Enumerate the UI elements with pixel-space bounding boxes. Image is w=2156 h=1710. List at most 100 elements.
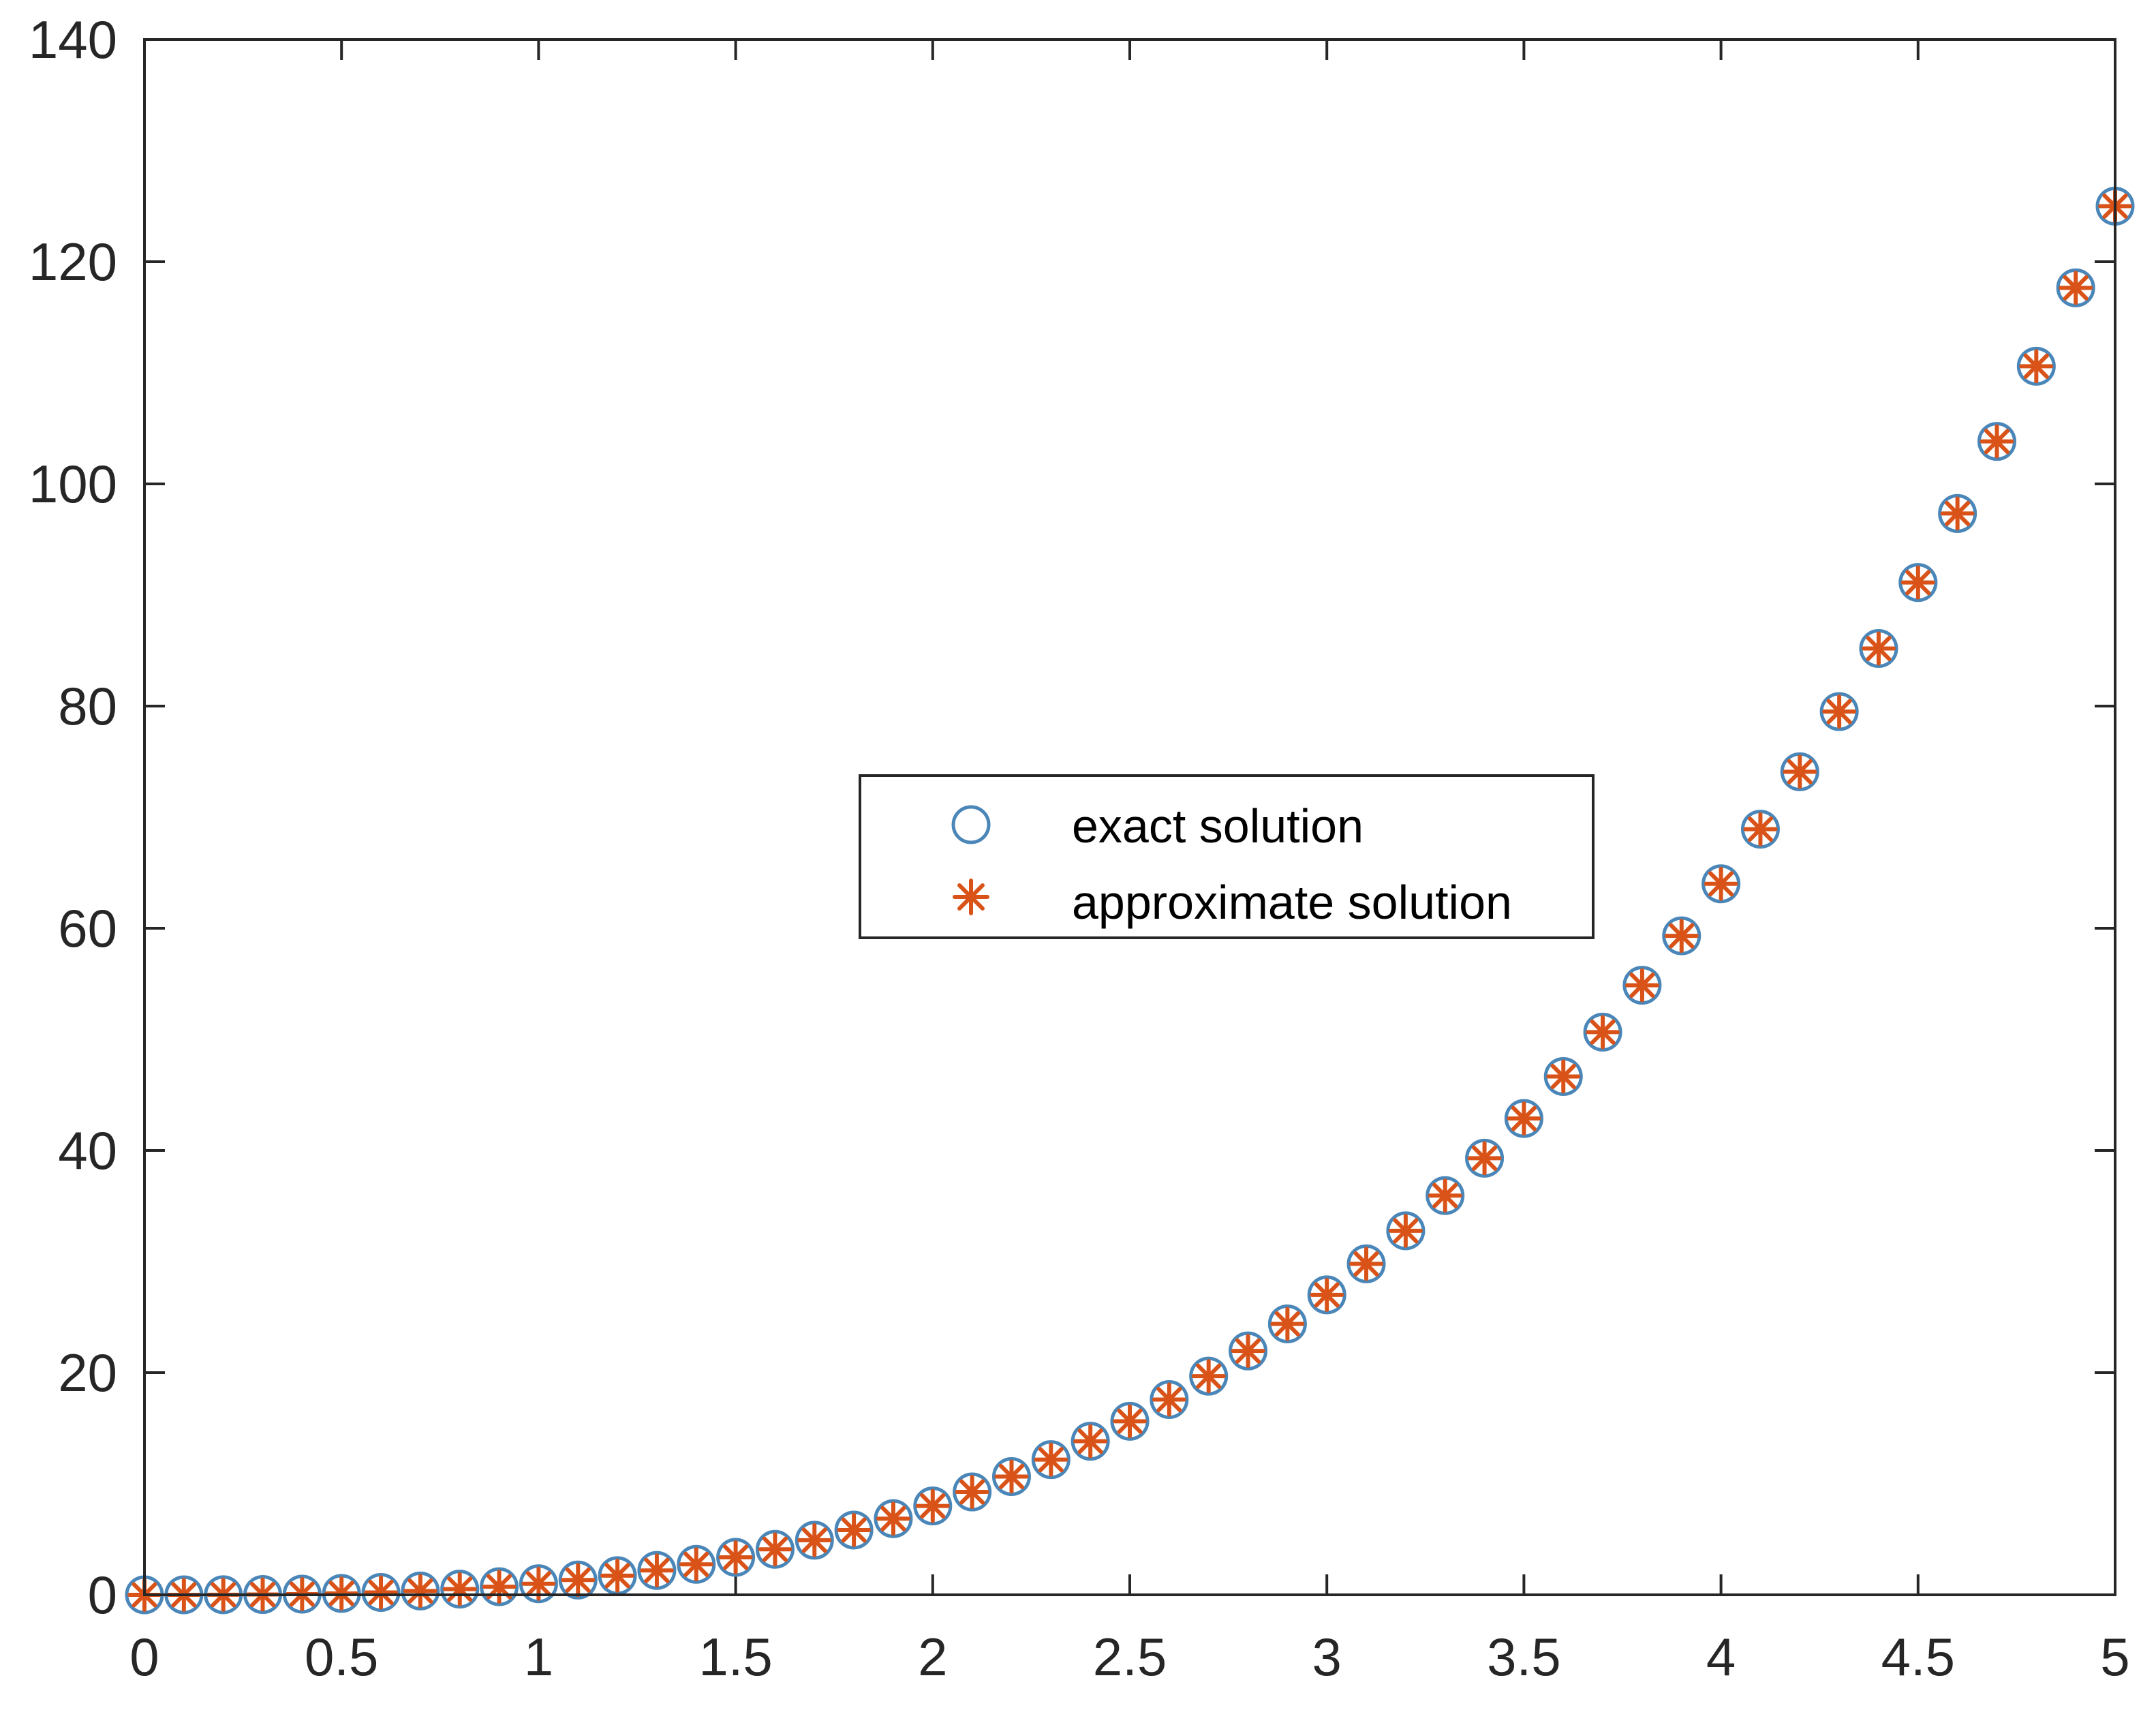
approximate-solution-point [955,1475,989,1510]
approximate-solution-point [1310,1277,1344,1312]
approximate-solution-point [324,1576,359,1610]
exact-solution-point [1740,810,1780,849]
x-tick-label: 1.5 [698,1627,772,1687]
x-tick-label: 2.5 [1093,1627,1167,1687]
exact-solution-point [2056,268,2095,307]
x-tick-label: 4 [1706,1627,1736,1687]
exact-solution-point [1622,966,1662,1005]
exact-solution-point [1898,563,1938,602]
approximate-solution-point [482,1570,517,1604]
exact-solution-point [1583,1012,1622,1052]
y-tick-label: 140 [29,10,117,70]
approximate-solution-point [442,1572,477,1606]
approximate-solution-point [1467,1141,1502,1176]
series-exact-solution [125,187,2135,1615]
x-tick-label: 0 [129,1627,159,1687]
legend: exact solution approximate solution [859,774,1595,939]
exact-solution-point [1465,1138,1505,1178]
exact-solution-point [991,1456,1031,1496]
exact-solution-point [874,1499,913,1538]
exact-solution-point [1701,864,1741,904]
x-tick-label: 4.5 [1881,1627,1955,1687]
approximate-solution-point [1034,1442,1068,1477]
legend-asterisk-glyph [953,879,989,915]
x-tick-label: 5 [2100,1627,2129,1687]
approximate-solution-point [1113,1404,1147,1439]
exact-solution-point [1662,916,1701,956]
exact-solution-point [1426,1176,1465,1215]
y-tick-label: 0 [88,1565,117,1625]
approximate-solution-point [2019,349,2054,384]
exact-solution-point [1267,1304,1307,1343]
exact-solution-point [1071,1422,1110,1461]
x-tick-label: 0.5 [305,1627,378,1687]
approximate-solution-point [758,1532,792,1567]
approximate-solution-point [1546,1059,1581,1094]
approximate-solution-point [1270,1307,1305,1341]
x-axis-tick-labels: 0 0.5 1 1.5 2 2.5 3 3.5 4 4.5 5 [129,1627,2129,1687]
y-tick-label: 100 [29,454,117,514]
approximate-solution-point [797,1523,832,1557]
legend-label-approximate: approximate solution [1072,876,1512,929]
y-tick-label: 20 [58,1343,117,1403]
approximate-solution-point [1822,694,1857,729]
exact-solution-point [1386,1211,1426,1251]
exact-solution-point [322,1574,361,1613]
approximate-solution-point [1507,1101,1541,1136]
approximate-solution-point [561,1563,596,1598]
exact-solution-point [480,1567,519,1606]
approximate-solution-point [718,1540,753,1574]
exact-solution-point [1110,1401,1150,1441]
y-tick-label: 60 [58,898,117,958]
approximate-solution-point [679,1547,713,1582]
approximate-solution-point [1980,424,2014,459]
exact-solution-point [1859,629,1898,669]
exact-solution-point [1977,422,2016,461]
approximate-solution-point [1428,1178,1462,1213]
x-tick-label: 1 [524,1627,553,1687]
exact-solution-point [2016,346,2056,386]
approximate-solution-point [915,1488,950,1523]
approximate-solution-point [1940,496,1975,531]
exact-solution-point [1938,493,1977,533]
exact-solution-point [637,1551,677,1590]
exact-solution-point [1307,1275,1346,1315]
legend-asterisk-marker [953,879,989,915]
exact-solution-point [1780,752,1819,791]
exact-solution-point [755,1529,795,1569]
approximate-solution-point [1349,1247,1384,1281]
exact-solution-point [1150,1380,1189,1420]
approximate-solution-point [639,1553,674,1588]
exact-solution-point [598,1556,637,1596]
exact-solution-point [519,1564,558,1604]
data-markers [125,187,2135,1615]
approximate-solution-point [1388,1213,1423,1248]
exact-solution-point [953,1472,992,1512]
approximate-solution-point [600,1558,635,1593]
approximate-solution-point [1152,1382,1186,1417]
y-tick-label: 120 [29,232,117,292]
legend-label-exact: exact solution [1072,799,1364,853]
approximate-solution-point [1743,812,1778,846]
approximate-solution-point [1704,866,1738,901]
approximate-solution-point [1861,631,1896,666]
approximate-solution-point [1586,1015,1620,1050]
exact-solution-point [361,1572,401,1612]
approximate-solution-point [1900,565,1935,600]
series-approximate-solution [127,189,2132,1612]
y-tick-label: 80 [58,676,117,736]
exact-solution-point [795,1521,834,1560]
approximate-solution-point [521,1566,556,1601]
exact-solution-point [716,1538,756,1577]
exact-solution-point [1504,1099,1543,1138]
exact-solution-point [558,1560,598,1600]
exact-solution-point [1346,1244,1386,1283]
x-tick-label: 2 [918,1627,947,1687]
approximate-solution-point [2059,271,2093,305]
approximate-solution-point [1231,1334,1265,1369]
exact-solution-point [401,1571,440,1610]
x-tick-label: 3.5 [1487,1627,1560,1687]
exact-solution-point [1189,1356,1229,1396]
approximate-solution-point [403,1574,437,1608]
